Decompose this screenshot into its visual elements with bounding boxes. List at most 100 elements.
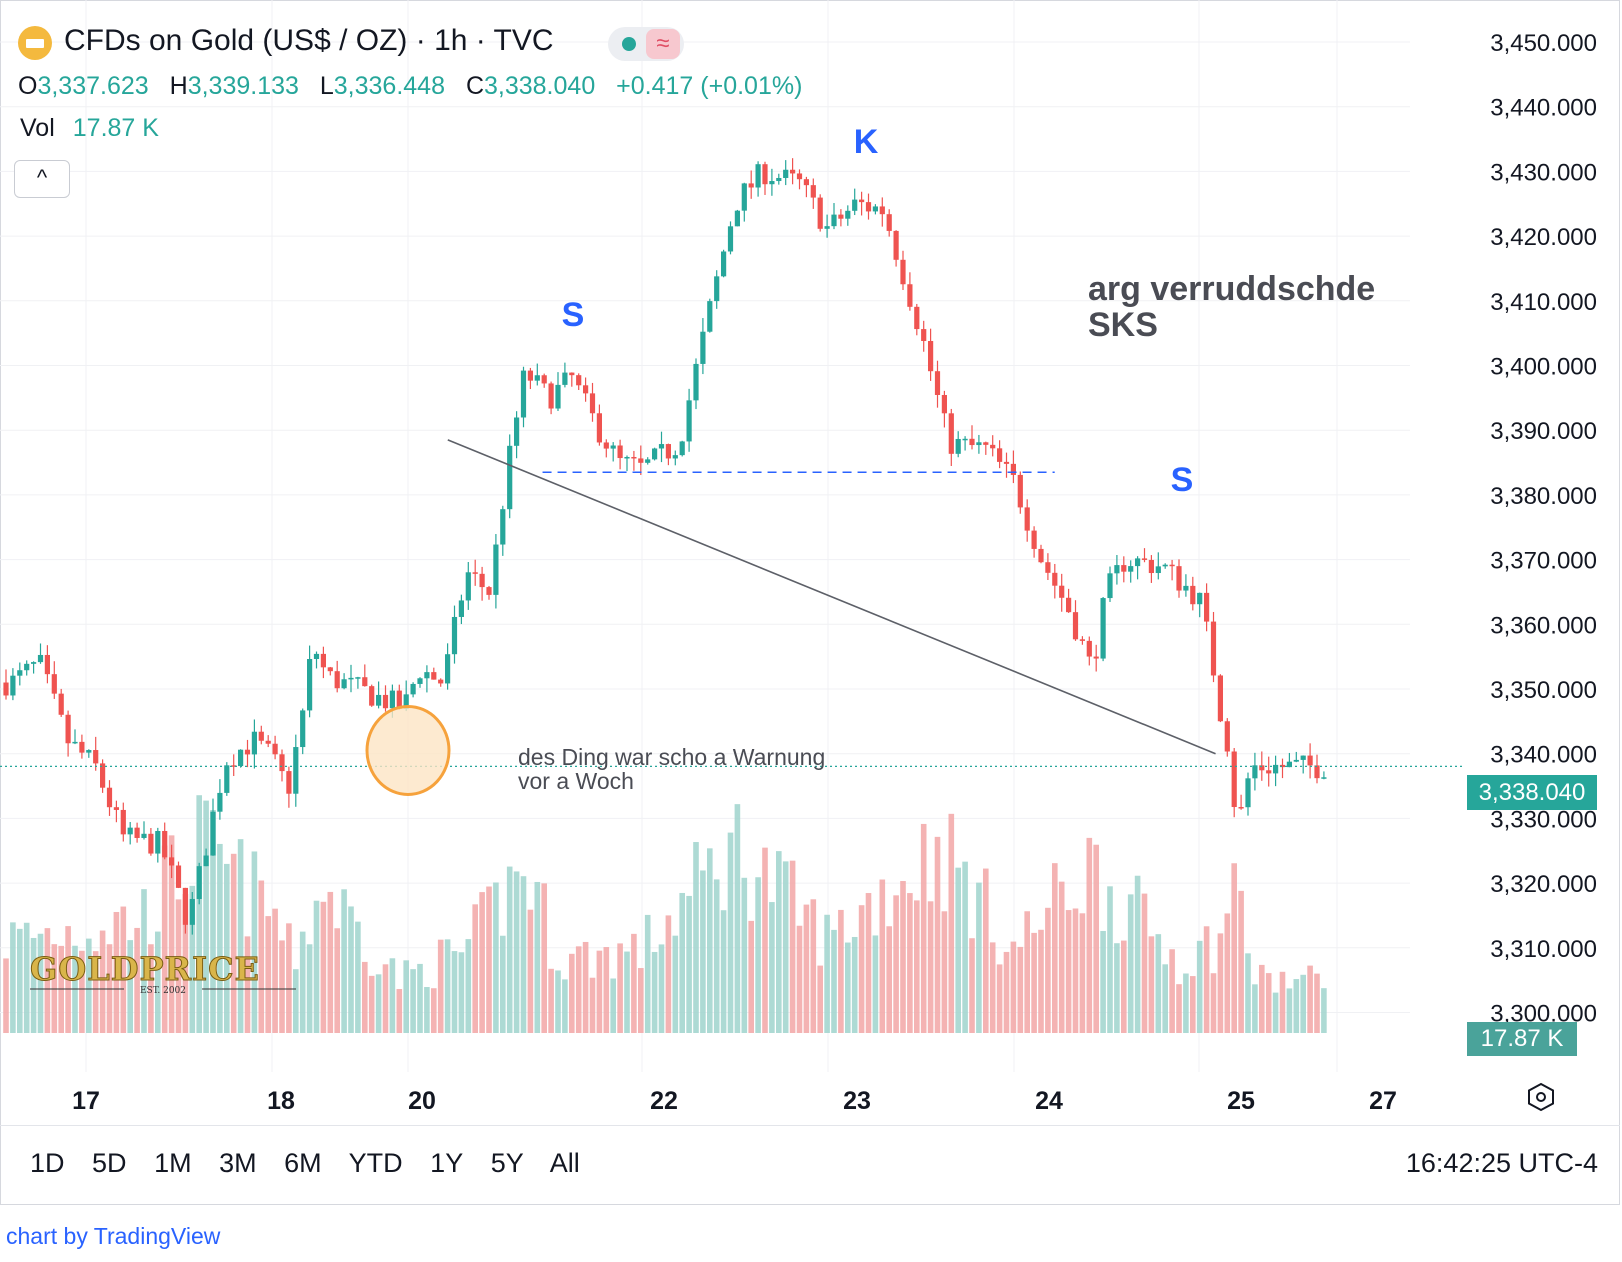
volume-bar <box>217 843 223 1033</box>
volume-bar <box>1072 908 1079 1033</box>
timezone-clock[interactable]: 16:42:25 UTC-4 <box>1405 1148 1598 1178</box>
candle-body <box>479 573 485 588</box>
tradingview-credit-link[interactable]: chart by TradingView <box>6 1223 221 1249</box>
candle-body <box>1321 777 1327 779</box>
candle-body <box>438 679 444 684</box>
price-tick-label: 3,440.000 <box>1490 95 1597 122</box>
volume-bar <box>1245 953 1251 1033</box>
volume-bar <box>1065 910 1072 1033</box>
candle-body <box>238 749 244 767</box>
candle-body <box>1148 559 1154 574</box>
price-tick-label: 3,360.000 <box>1490 612 1597 639</box>
toolbar-divider <box>0 1125 1620 1126</box>
chevron-up-icon: ^ <box>36 165 48 190</box>
candle-body <box>265 740 271 744</box>
candle-body <box>203 855 209 867</box>
candle-body <box>1279 764 1286 768</box>
range-1y[interactable]: 1Y <box>430 1148 464 1178</box>
candle-body <box>1176 566 1182 591</box>
volume-bar <box>313 900 320 1033</box>
candle-body <box>1100 598 1106 659</box>
volume-bar <box>355 921 361 1033</box>
volume-bar <box>665 915 672 1033</box>
wave-icon: ≈ <box>646 29 680 59</box>
candle-body <box>755 164 761 188</box>
candle-body <box>113 807 119 810</box>
collapse-legend-button[interactable]: ^ <box>14 160 70 198</box>
volume-bar <box>1217 933 1224 1033</box>
symbol-title[interactable]: CFDs on Gold (US$ / OZ) · 1h · TVC <box>64 24 554 57</box>
head-label: K <box>854 123 879 161</box>
candle-body <box>100 763 106 788</box>
candle-body <box>1190 585 1196 605</box>
candle-body <box>451 616 458 655</box>
volume-bar <box>500 935 506 1033</box>
volume-bar <box>513 871 520 1033</box>
candle-body <box>334 671 340 689</box>
range-5d[interactable]: 5D <box>92 1148 127 1178</box>
range-ytd[interactable]: YTD <box>348 1148 403 1178</box>
candle-body <box>1107 573 1113 599</box>
candle-body <box>148 833 154 854</box>
volume-label: Vol <box>20 114 55 142</box>
volume-bar <box>907 893 913 1033</box>
candle-body <box>1293 759 1299 762</box>
time-tick-label: 24 <box>1035 1087 1063 1115</box>
volume-bar <box>782 861 789 1033</box>
market-status-pill[interactable]: ≈ <box>608 27 684 61</box>
settings-hexagon-icon[interactable] <box>1526 1082 1556 1112</box>
range-1d[interactable]: 1D <box>30 1148 65 1178</box>
candle-body <box>396 690 402 709</box>
price-tick-label: 3,310.000 <box>1490 936 1597 963</box>
volume-bar <box>44 928 51 1033</box>
candle-body <box>583 385 589 394</box>
volume-bar <box>1127 894 1134 1033</box>
volume-bar <box>796 925 803 1033</box>
range-5y[interactable]: 5Y <box>490 1148 524 1178</box>
price-tick-label: 3,450.000 <box>1490 30 1597 57</box>
volume-bar <box>1121 940 1127 1033</box>
candle-body <box>748 183 754 188</box>
volume-bar <box>562 979 568 1033</box>
range-selector: 1D 5D 1M 3M 6M YTD 1Y 5Y All <box>30 1148 600 1179</box>
volume-bar <box>334 928 340 1033</box>
range-6m[interactable]: 6M <box>284 1148 322 1178</box>
volume-bar <box>1238 890 1244 1033</box>
volume-bar <box>1031 932 1037 1033</box>
range-3m[interactable]: 3M <box>219 1148 257 1178</box>
volume-bar <box>879 879 886 1033</box>
volume-bar <box>210 810 216 1033</box>
volume-bar <box>589 977 596 1033</box>
candle-body <box>817 197 823 229</box>
range-1m[interactable]: 1M <box>154 1148 192 1178</box>
volume-bar <box>1286 988 1293 1033</box>
volume-bar <box>886 926 892 1033</box>
candle-body <box>941 394 947 414</box>
volume-bar <box>762 847 768 1033</box>
volume-bar <box>1300 974 1306 1033</box>
volume-bar <box>631 933 637 1033</box>
volume-bar <box>451 951 458 1033</box>
volume-tag: 17.87 K <box>1467 1022 1577 1056</box>
volume-bar <box>693 842 699 1033</box>
volume-bar <box>230 853 237 1033</box>
range-all[interactable]: All <box>549 1148 580 1178</box>
last-price-tag: 3,338.040 <box>1467 775 1597 810</box>
volume-bar <box>320 901 327 1033</box>
candle-body <box>672 455 678 459</box>
volume-bar <box>1279 971 1286 1033</box>
volume-bar <box>10 922 16 1033</box>
volume-bar <box>527 909 534 1033</box>
volume-bar <box>983 868 989 1033</box>
volume-bar <box>624 951 630 1033</box>
candle-body <box>741 183 747 211</box>
candle-body <box>300 710 306 748</box>
candle-body <box>293 747 299 794</box>
candle-body <box>762 164 768 185</box>
volume-bar <box>1045 907 1051 1033</box>
candle-body <box>1121 565 1127 572</box>
candle-body <box>1217 675 1223 722</box>
volume-bar <box>251 851 258 1033</box>
volume-bar <box>534 881 541 1033</box>
